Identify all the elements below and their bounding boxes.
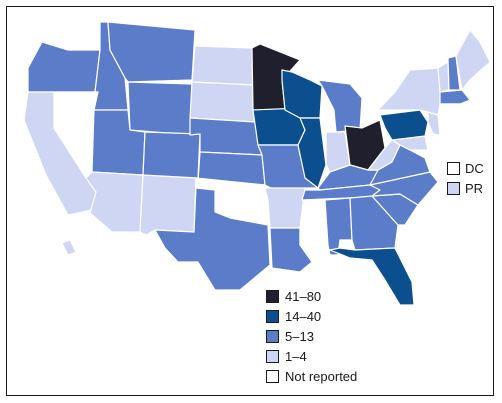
state-ma — [439, 89, 471, 105]
state-il — [297, 117, 327, 189]
territory-pr: PR — [447, 180, 483, 196]
state-or — [27, 41, 101, 93]
state-pa — [379, 109, 429, 141]
legend-label: 41–80 — [285, 288, 322, 304]
legend-swatch — [266, 289, 279, 303]
state-fl — [329, 247, 415, 306]
legend-item-not-reported: Not reported — [266, 368, 357, 384]
state-ny — [377, 67, 441, 116]
state-co — [142, 131, 201, 179]
state-al — [324, 197, 353, 256]
legend-item-5-13: 5–13 — [266, 328, 314, 344]
state-nd — [191, 45, 254, 86]
legend-label: 1–4 — [285, 348, 307, 364]
legend-swatch — [266, 349, 279, 363]
state-mi — [317, 79, 363, 133]
legend-item-41-80: 41–80 — [266, 288, 321, 304]
state-wi — [281, 69, 323, 119]
state-ct — [439, 103, 453, 117]
legend-label: 5–13 — [285, 328, 314, 344]
state-me — [455, 29, 491, 91]
territory-dc: DC — [447, 160, 484, 176]
legend-swatch — [266, 309, 279, 323]
state-ak — [79, 232, 166, 321]
state-ri — [451, 103, 463, 117]
state-vt — [437, 61, 450, 93]
legend-item-14-40: 14–40 — [266, 308, 321, 324]
state-tx — [154, 187, 271, 291]
legend-label: 14–40 — [285, 308, 322, 324]
dc-swatch — [447, 161, 460, 175]
state-nc — [369, 171, 439, 206]
state-wy — [127, 81, 193, 136]
legend-swatch — [266, 369, 279, 383]
state-ne — [189, 117, 263, 156]
state-nv — [53, 91, 99, 179]
state-hi — [61, 239, 77, 256]
state-de — [424, 133, 435, 151]
state-sd — [189, 81, 256, 123]
state-az — [85, 171, 144, 233]
state-nm — [139, 174, 197, 236]
legend-swatch — [266, 329, 279, 343]
legend-label: Not reported — [285, 368, 358, 384]
pr-label: PR — [465, 180, 484, 196]
legend-item-1-4: 1–4 — [266, 348, 307, 364]
state-ar — [264, 187, 306, 229]
dc-label: DC — [465, 160, 484, 176]
pr-swatch — [447, 181, 460, 195]
